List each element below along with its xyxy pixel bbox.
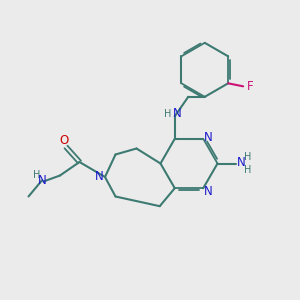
Text: H: H bbox=[244, 152, 251, 162]
Text: N: N bbox=[38, 174, 46, 187]
Text: N: N bbox=[204, 131, 213, 144]
Text: H: H bbox=[244, 165, 251, 175]
Text: H: H bbox=[164, 109, 172, 119]
Text: F: F bbox=[246, 80, 253, 93]
Text: H: H bbox=[33, 170, 40, 181]
Text: O: O bbox=[60, 134, 69, 147]
Text: N: N bbox=[237, 156, 246, 169]
Text: N: N bbox=[173, 107, 182, 120]
Text: N: N bbox=[204, 185, 213, 198]
Text: N: N bbox=[94, 170, 103, 183]
